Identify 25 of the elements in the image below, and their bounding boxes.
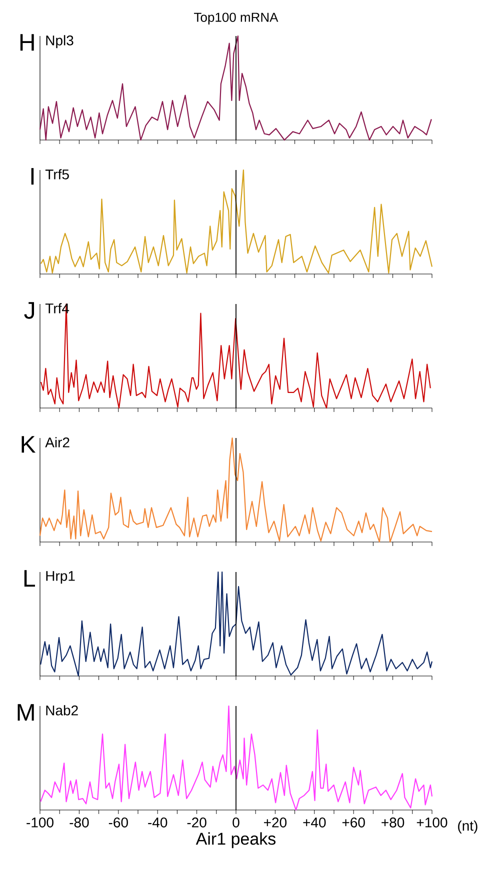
y-axis-title: L	[24, 570, 35, 587]
x-tick-label: +40	[303, 818, 326, 828]
x-tick-label: -20	[187, 818, 206, 828]
text: Hrp1	[46, 571, 75, 584]
x-tick-label: +80	[382, 818, 404, 828]
text: (nt)	[458, 820, 478, 834]
x-tick-label: -60	[108, 818, 128, 828]
text: Npl3	[46, 35, 74, 48]
y-axis-title: J	[24, 302, 34, 319]
x-tick-label: +100	[416, 818, 448, 828]
x-tick-label: 0	[232, 818, 240, 828]
text: Nab2	[46, 705, 78, 716]
y-axis-title: H	[20, 34, 34, 51]
text: Trf5	[45, 169, 69, 180]
text: Air2	[45, 437, 70, 448]
y-axis-title: I	[31, 168, 34, 185]
x-tick-label: -100	[26, 818, 54, 828]
chart-title: Top100 mRNA	[194, 12, 278, 24]
x-axis-title: Air1 peaks	[196, 832, 276, 848]
y-axis-title: K	[22, 436, 36, 453]
x-tick-label: -80	[70, 818, 89, 828]
x-tick-label: +20	[264, 818, 287, 828]
x-tick-label: +60	[342, 818, 365, 828]
x-tick-label: -40	[148, 818, 168, 828]
y-axis-title: M	[18, 704, 34, 721]
